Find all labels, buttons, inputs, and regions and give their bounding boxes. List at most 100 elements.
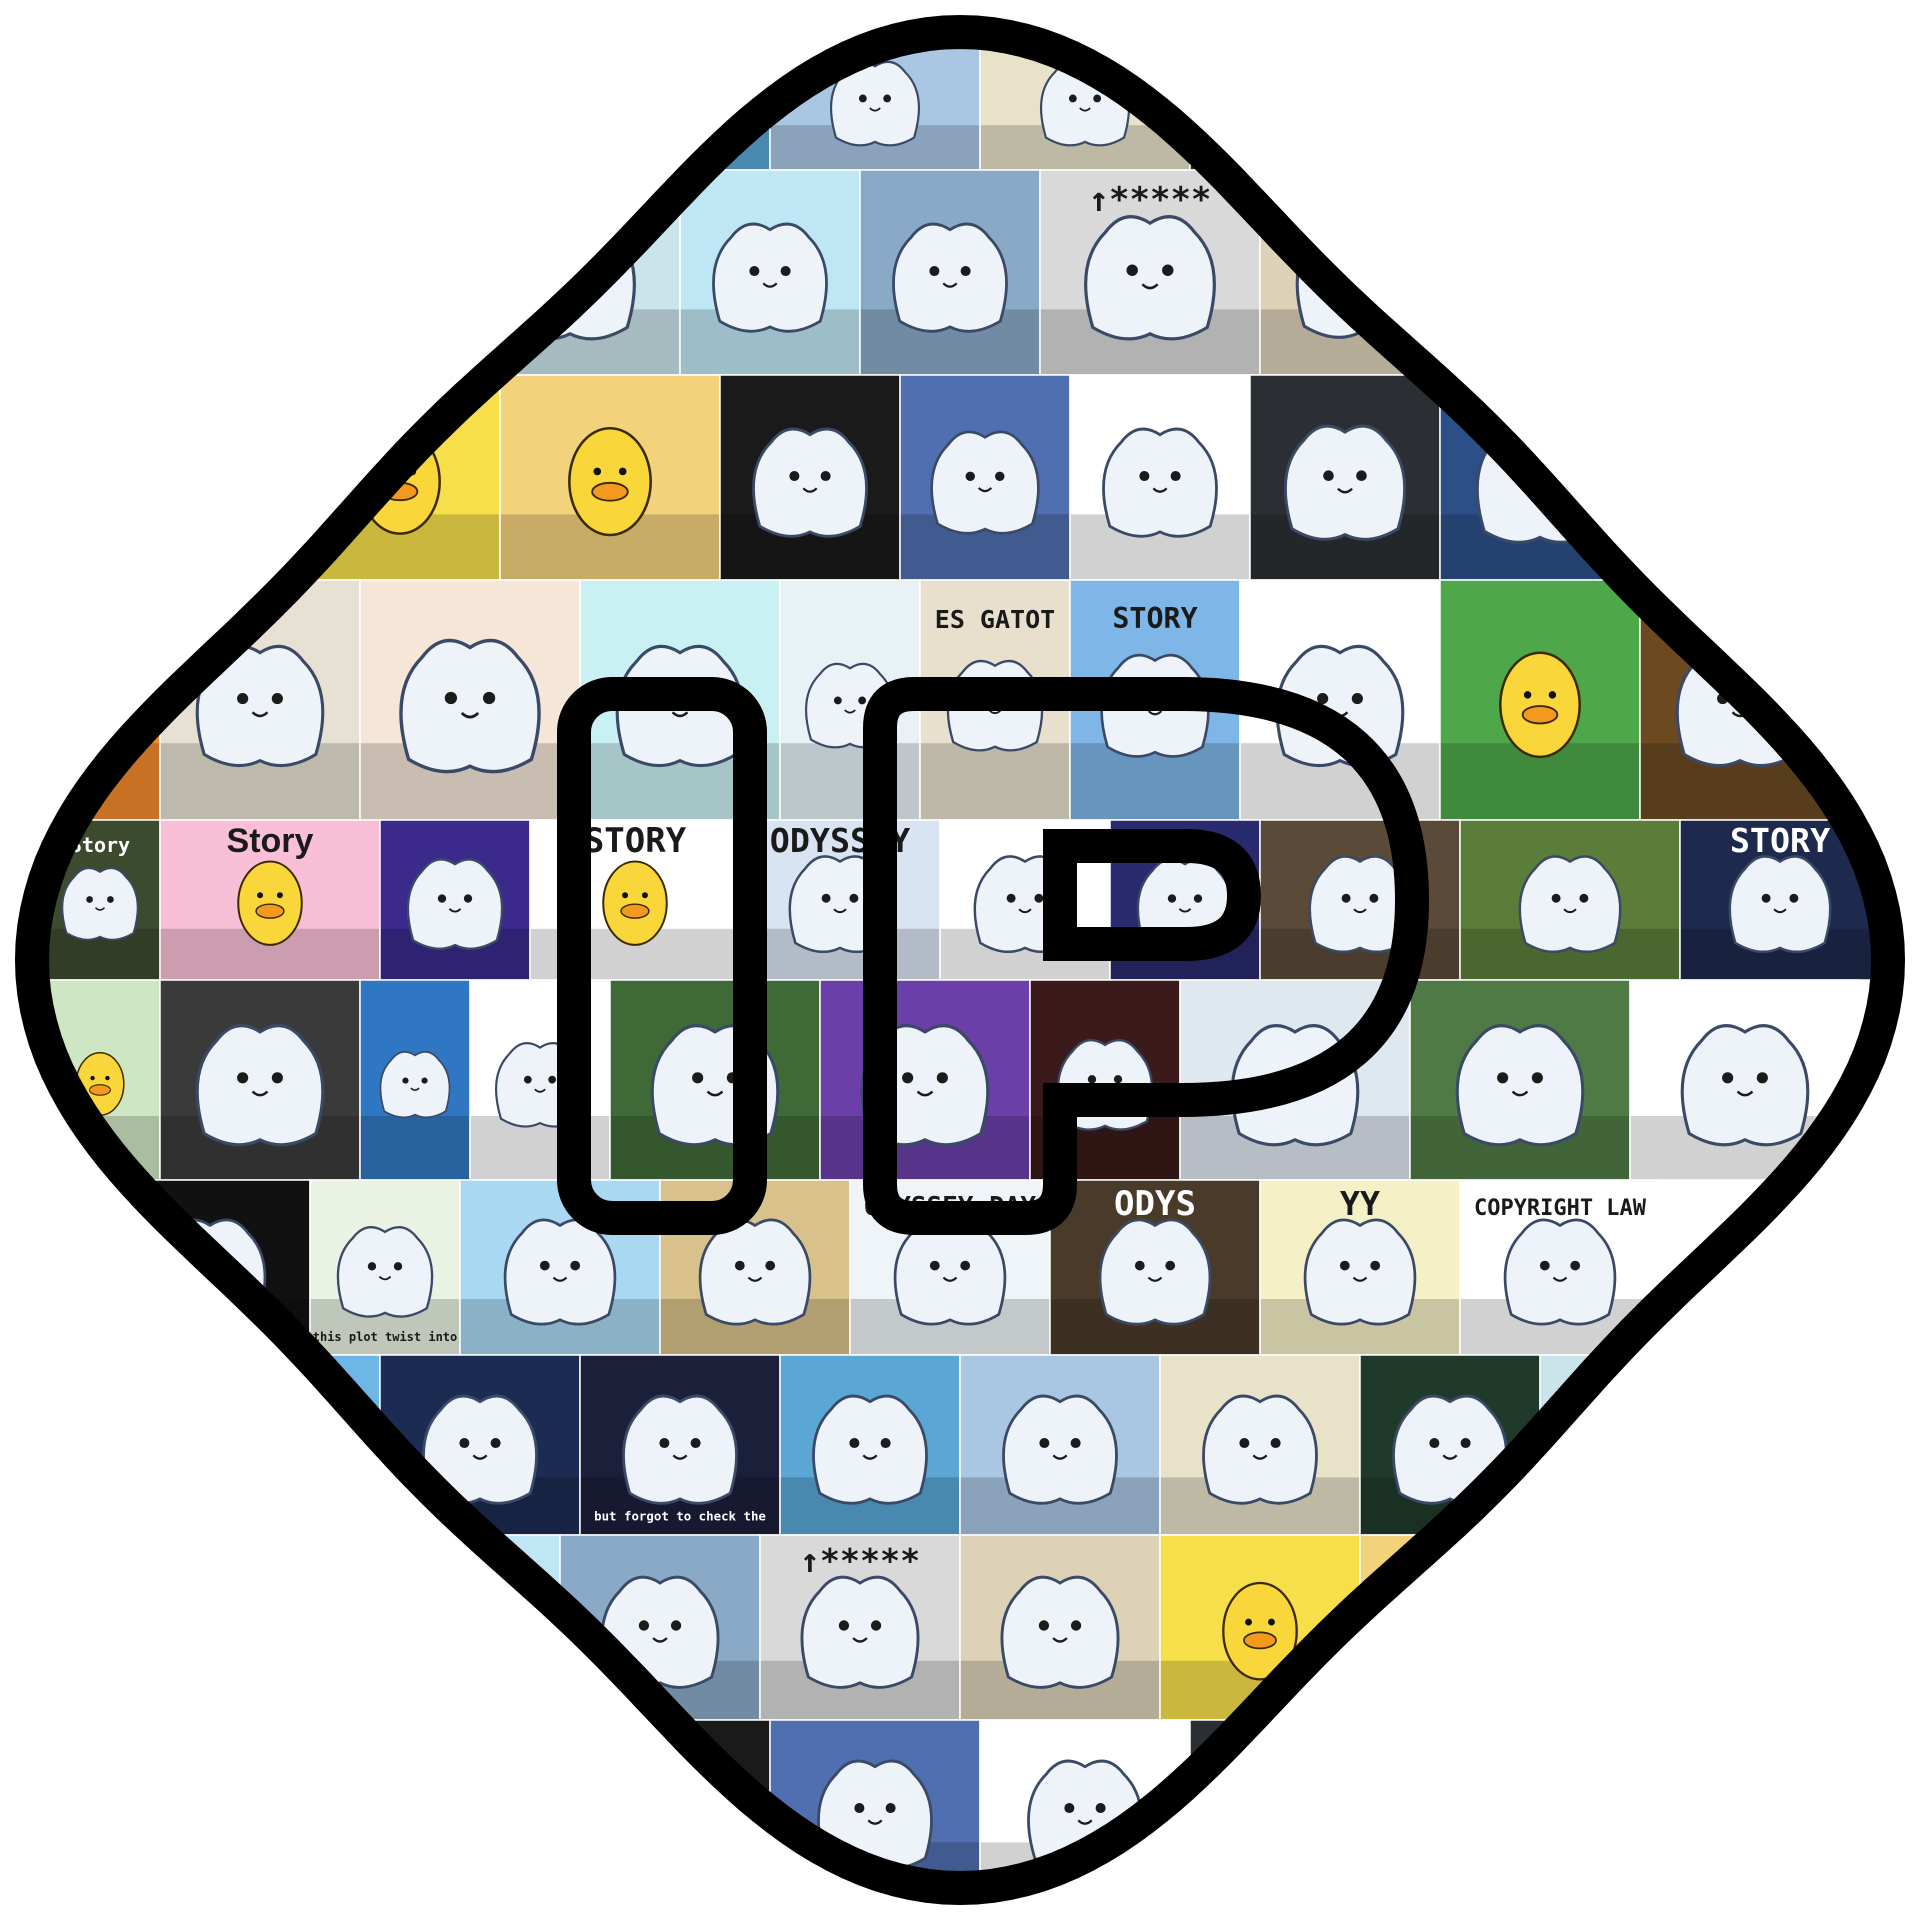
tile-caption: COPYRIGHT LAW [1474, 1196, 1647, 1221]
mascot-eyes [1551, 893, 1589, 914]
tile-guitar-blob [1239, 579, 1441, 821]
tile-workshop [1159, 1354, 1361, 1536]
tile-beach [779, 1354, 961, 1536]
mascot-blob [892, 222, 1008, 333]
tile-ground [780, 743, 920, 820]
duck-character [1222, 1581, 1298, 1681]
tile-santa: YY [1259, 1179, 1461, 1356]
mascot-eyes [104, 699, 126, 711]
tile-spotlight [1249, 374, 1441, 581]
mascot-blob [61, 867, 139, 941]
ip-monogram [557, 677, 1430, 1235]
tile-angel-blob [1069, 374, 1251, 581]
tile-doorway: Story [39, 819, 161, 981]
tile-ground [920, 743, 1070, 820]
mascot-eyes [902, 1072, 948, 1097]
mascot-blob [1202, 1394, 1318, 1505]
tile-room [959, 1354, 1161, 1536]
mascot-eyes [437, 894, 473, 913]
mascot-blob [1002, 1394, 1118, 1505]
mascot-blob [1275, 644, 1405, 768]
tile-halloween: STORY [1679, 819, 1881, 981]
mascot-eyes [1139, 470, 1181, 493]
tile-trading-chart: ↑***** [1039, 169, 1261, 376]
mascot-eyes [1038, 1620, 1082, 1643]
tile-concert [379, 819, 531, 981]
tile-room [769, 32, 981, 171]
mascot-blob [1455, 1024, 1585, 1147]
mascot-blob [1303, 1218, 1417, 1326]
tile-jar [359, 579, 581, 821]
mascot-blob [698, 1218, 812, 1326]
mascot-eyes [1263, 94, 1297, 112]
mascot-eyes [644, 1802, 686, 1825]
tile-pineapple [459, 1179, 661, 1356]
tile-studio [959, 1534, 1161, 1721]
tile-detective [1259, 819, 1461, 981]
tile-pixel-story: STORY [1069, 579, 1241, 821]
mascot-blob [503, 1218, 617, 1326]
mascot-eyes [269, 1437, 311, 1460]
mascot-blob [399, 638, 541, 774]
mascot-blob [712, 222, 828, 333]
mascot-eyes [1259, 1802, 1301, 1825]
mascot-eyes [648, 94, 682, 112]
mascot-blob [620, 60, 710, 147]
tile-copyright: COPYRIGHT LAW [1459, 1179, 1661, 1356]
tile-christmas-room [899, 374, 1071, 581]
duck-character [602, 860, 668, 946]
mascot-blob [379, 1051, 451, 1119]
mascot-eyes [638, 1620, 682, 1643]
mascot-eyes [1239, 1437, 1281, 1460]
mascot-blob [406, 858, 504, 950]
mascot-eyes [237, 693, 283, 718]
tile-stars-blob [359, 979, 471, 1181]
mascot-eyes [438, 1620, 482, 1643]
tile-caption: ↑***** [1089, 180, 1212, 220]
letter-p [863, 677, 1430, 1235]
mascot-blob [1098, 1218, 1212, 1326]
mascot-blob [1084, 215, 1216, 341]
mascot-blob [812, 1394, 928, 1505]
mascot-eyes [539, 1260, 581, 1282]
mascot-eyes [444, 691, 496, 719]
tile-caption: STORY [584, 821, 687, 861]
mascot-eyes [1006, 893, 1044, 914]
mascot-blob [893, 1218, 1007, 1326]
mascot-blob [1000, 1575, 1120, 1689]
tile-background [1540, 1355, 1700, 1535]
duck-character [1499, 651, 1581, 759]
tile-caption: but forgot to check the [594, 1509, 766, 1524]
tile-sky-blob [1539, 1354, 1701, 1536]
tile-ground [1540, 1477, 1700, 1535]
mascot-eyes [749, 265, 791, 288]
tile-ground [360, 1116, 470, 1180]
mascot-blob [752, 427, 868, 538]
mascot-blob [930, 430, 1040, 535]
tile-armor [559, 1719, 771, 1888]
mascot-eyes [402, 1077, 428, 1091]
mascot-blob [400, 1575, 520, 1689]
mascot-eyes [523, 1075, 557, 1093]
mascot-blob [1680, 1024, 1810, 1147]
tile-treasure: ODYS [1049, 1179, 1261, 1356]
mascot-eyes [858, 94, 892, 112]
mascot-eyes [237, 1072, 283, 1097]
tile-ground [360, 1660, 560, 1720]
tile-painting [679, 169, 861, 376]
tile-angel-duck [499, 374, 721, 581]
mascot-eyes [929, 1260, 971, 1282]
mascot-eyes [1601, 1439, 1639, 1459]
mascot-eyes [86, 896, 114, 911]
mascot-blob [1235, 60, 1325, 147]
mascot-eyes [1339, 1260, 1381, 1282]
mascot-eyes [849, 1437, 891, 1460]
mascot-blob [1568, 1400, 1672, 1499]
mascot-eyes [1429, 1437, 1471, 1460]
mascot-eyes [1761, 893, 1799, 914]
tile-caption: STORY [1730, 821, 1830, 860]
tile-caption: Story [227, 822, 314, 860]
tile-boats [859, 169, 1041, 376]
tile-caption: YY [1340, 1184, 1380, 1223]
